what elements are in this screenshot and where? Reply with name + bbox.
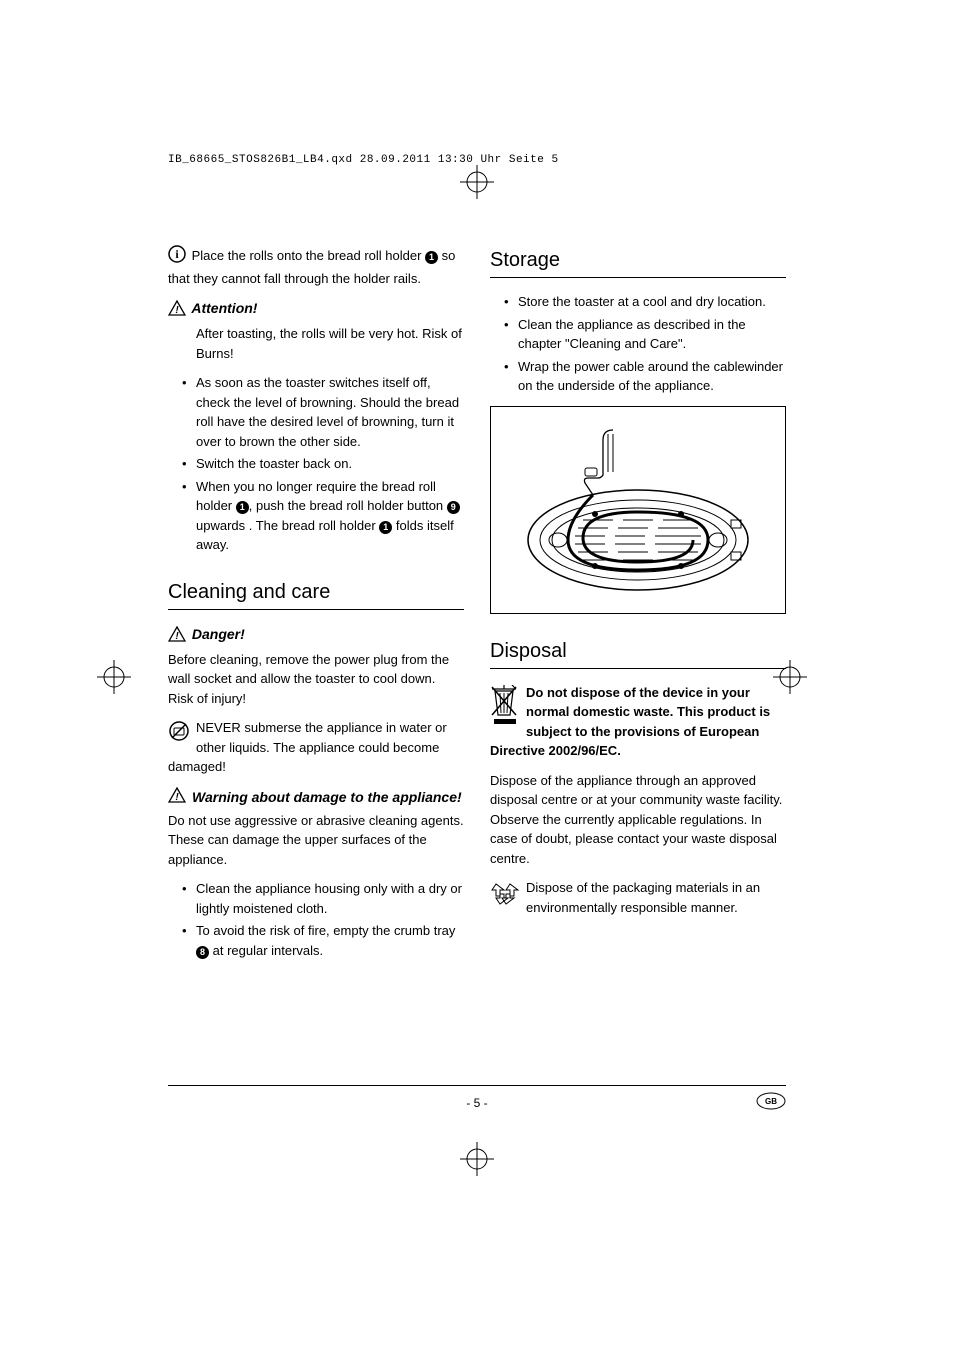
attention-heading: ! Attention!: [168, 298, 464, 322]
info-icon: i: [168, 245, 186, 269]
never-submerse-block: NEVER submerse the appliance in water or…: [168, 718, 464, 777]
left-column: i Place the rolls onto the bread roll ho…: [168, 245, 464, 970]
disposal-directive-block: Do not dispose of the device in your nor…: [490, 683, 786, 761]
ref-num-1: 1: [425, 251, 438, 264]
disposal-directive-text: Do not dispose of the device in your nor…: [490, 685, 770, 759]
list-item: Switch the toaster back on.: [182, 454, 464, 474]
disposal-packaging-block: Dispose of the packaging materials in an…: [490, 878, 786, 917]
warning-icon: !: [168, 626, 186, 648]
disposal-packaging-text: Dispose of the packaging materials in an…: [526, 880, 760, 915]
page-footer: - 5 - GB: [168, 1085, 786, 1112]
page-content: i Place the rolls onto the bread roll ho…: [168, 245, 786, 970]
crop-mark-left: [97, 660, 131, 694]
list-item: Clean the appliance as described in the …: [504, 315, 786, 354]
list-item: When you no longer require the bread rol…: [182, 477, 464, 555]
warning-icon: !: [168, 787, 186, 809]
print-job-header: IB_68665_STOS826B1_LB4.qxd 28.09.2011 13…: [168, 152, 559, 169]
li-text: , push the bread roll holder button: [249, 498, 447, 513]
recycle-packaging-icon: [490, 880, 520, 912]
country-badge: GB: [756, 1092, 786, 1115]
no-water-icon: [168, 720, 190, 748]
crop-mark-bottom: [460, 1142, 494, 1176]
toaster-underside-illustration: [513, 420, 763, 600]
intro-para: i Place the rolls onto the bread roll ho…: [168, 245, 464, 288]
storage-list: Store the toaster at a cool and dry loca…: [504, 292, 786, 396]
list-item: Store the toaster at a cool and dry loca…: [504, 292, 786, 312]
attention-heading-text: Attention!: [191, 300, 257, 316]
svg-text:!: !: [175, 631, 179, 642]
intro-text-1: Place the rolls onto the bread roll hold…: [192, 248, 425, 263]
attention-block: ! Attention! After toasting, the rolls w…: [168, 298, 464, 363]
appliance-warning-block: ! Warning about damage to the appliance!…: [168, 787, 464, 870]
ref-num: 1: [236, 501, 249, 514]
svg-text:!: !: [175, 792, 179, 803]
list-item: As soon as the toaster switches itself o…: [182, 373, 464, 451]
li-text: at regular intervals.: [209, 943, 323, 958]
right-column: Storage Store the toaster at a cool and …: [490, 245, 786, 970]
li-text: upwards . The bread roll holder: [196, 518, 379, 533]
appliance-warning-heading-text: Warning about damage to the appliance!: [192, 787, 462, 808]
warning-icon: !: [168, 300, 186, 322]
heading-disposal: Disposal: [490, 636, 786, 669]
danger-body: Before cleaning, remove the power plug f…: [168, 650, 464, 709]
danger-heading: ! Danger!: [168, 624, 464, 648]
crop-mark-top: [460, 165, 494, 199]
list-item: Wrap the power cable around the cablewin…: [504, 357, 786, 396]
danger-block: ! Danger! Before cleaning, remove the po…: [168, 624, 464, 709]
country-badge-text: GB: [765, 1097, 777, 1106]
ref-num: 9: [447, 501, 460, 514]
ref-num: 8: [196, 946, 209, 959]
page-number: - 5 -: [466, 1096, 487, 1110]
attention-body: After toasting, the rolls will be very h…: [196, 324, 464, 363]
weee-bin-icon: [490, 685, 520, 733]
danger-heading-text: Danger!: [192, 626, 245, 642]
never-body: NEVER submerse the appliance in water or…: [168, 720, 447, 774]
ref-num: 1: [379, 521, 392, 534]
heading-cleaning-care: Cleaning and care: [168, 577, 464, 610]
cablewinder-figure: [490, 406, 786, 614]
disposal-para-1: Dispose of the appliance through an appr…: [490, 771, 786, 869]
cleaning-list: Clean the appliance housing only with a …: [182, 879, 464, 960]
usage-list: As soon as the toaster switches itself o…: [182, 373, 464, 555]
appliance-warning-body: Do not use aggressive or abrasive cleani…: [168, 811, 464, 870]
list-item: To avoid the risk of fire, empty the cru…: [182, 921, 464, 960]
heading-storage: Storage: [490, 245, 786, 278]
list-item: Clean the appliance housing only with a …: [182, 879, 464, 918]
li-text: To avoid the risk of fire, empty the cru…: [196, 923, 455, 938]
appliance-warning-heading: ! Warning about damage to the appliance!: [168, 787, 464, 809]
svg-text:i: i: [175, 247, 179, 261]
